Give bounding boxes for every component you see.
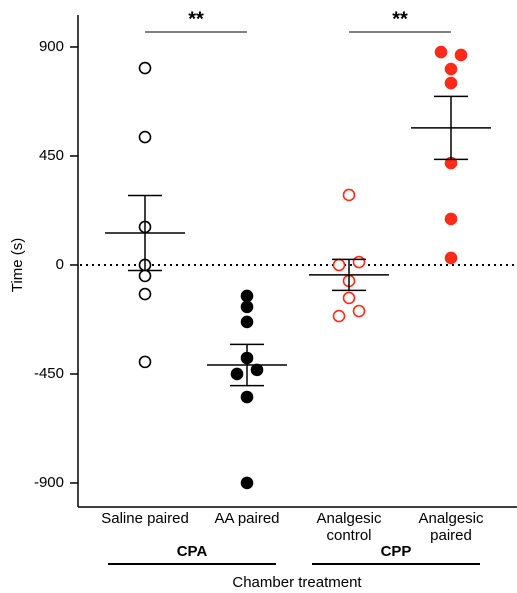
data-point xyxy=(240,289,254,303)
y-tick-label: 900 xyxy=(39,38,64,55)
x-axis-label: Chamber treatment xyxy=(232,574,362,591)
data-point xyxy=(138,287,152,301)
data-point xyxy=(138,355,152,369)
data-point xyxy=(138,269,152,283)
data-point xyxy=(352,304,366,318)
data-point xyxy=(138,130,152,144)
data-point xyxy=(230,367,244,381)
data-point xyxy=(454,48,468,62)
data-point xyxy=(332,258,346,272)
data-point xyxy=(138,61,152,75)
data-point xyxy=(332,309,346,323)
data-point xyxy=(240,476,254,490)
group-label: CPP xyxy=(381,543,412,560)
data-point xyxy=(342,291,356,305)
x-tick-label: Saline paired xyxy=(101,510,189,527)
y-tick-label: -900 xyxy=(34,474,64,491)
y-tick-label: -450 xyxy=(34,365,64,382)
significance-label: ** xyxy=(188,8,204,30)
data-point xyxy=(444,212,458,226)
y-axis-label: Time (s) xyxy=(9,238,26,292)
group-label: CPA xyxy=(177,543,208,560)
significance-label: ** xyxy=(392,8,408,30)
data-point xyxy=(434,45,448,59)
data-point xyxy=(444,251,458,265)
x-tick-label: Analgesic control xyxy=(316,510,382,544)
data-point xyxy=(444,62,458,76)
data-point xyxy=(250,363,264,377)
x-tick-label: AA paired xyxy=(214,510,280,527)
data-point xyxy=(240,315,254,329)
data-point xyxy=(444,76,458,90)
x-tick-label: Analgesic paired xyxy=(418,510,484,544)
data-point xyxy=(240,390,254,404)
data-point xyxy=(240,300,254,314)
y-tick-label: 450 xyxy=(39,147,64,164)
data-point xyxy=(342,188,356,202)
data-point xyxy=(352,255,366,269)
y-tick-label: 0 xyxy=(56,256,64,273)
